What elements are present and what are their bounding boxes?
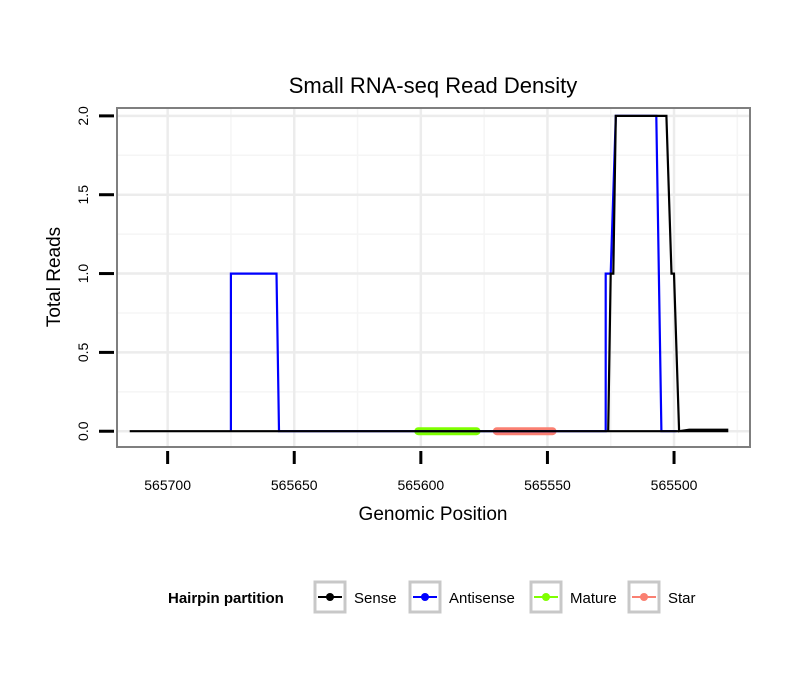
legend: Hairpin partition Sense Antisense Mature St… (168, 580, 696, 614)
y-tick-label: 1.5 (75, 185, 91, 205)
legend-item-sense: Sense (313, 580, 397, 614)
x-tick-label: 565600 (397, 477, 444, 493)
legend-key-dot (421, 593, 429, 601)
series-line-sense (129, 114, 729, 433)
legend-key-dot (542, 593, 550, 601)
y-tick-label: 1.0 (75, 264, 91, 284)
x-tick-label: 565650 (271, 477, 318, 493)
x-tick-label: 565700 (144, 477, 191, 493)
plot-panel-border (116, 107, 751, 448)
legend-key-dot (326, 593, 334, 601)
series-group (129, 114, 729, 436)
y-tick-label: 0.5 (75, 342, 91, 362)
legend-label: Antisense (449, 590, 515, 607)
x-axis-label: Genomic Position (359, 504, 508, 525)
legend-key-dot (640, 593, 648, 601)
legend-label: Mature (570, 590, 617, 607)
chart-title: Small RNA-seq Read Density (289, 73, 578, 98)
x-tick-label: 565500 (651, 477, 698, 493)
y-tick-label: 2.0 (75, 106, 91, 126)
legend-title: Hairpin partition (168, 590, 284, 607)
legend-label: Star (668, 590, 696, 607)
y-tick-label: 0.0 (75, 421, 91, 441)
legend-item-star: Star (627, 580, 696, 614)
x-axis: 565700 565650 565600 565550 565500 (144, 451, 698, 493)
y-axis: 0.0 0.5 1.0 1.5 2.0 (75, 106, 114, 441)
x-tick-label: 565550 (524, 477, 571, 493)
legend-label: Sense (354, 590, 397, 607)
y-axis-label: Total Reads (44, 227, 65, 327)
legend-item-antisense: Antisense (408, 580, 515, 614)
legend-item-mature: Mature (529, 580, 617, 614)
